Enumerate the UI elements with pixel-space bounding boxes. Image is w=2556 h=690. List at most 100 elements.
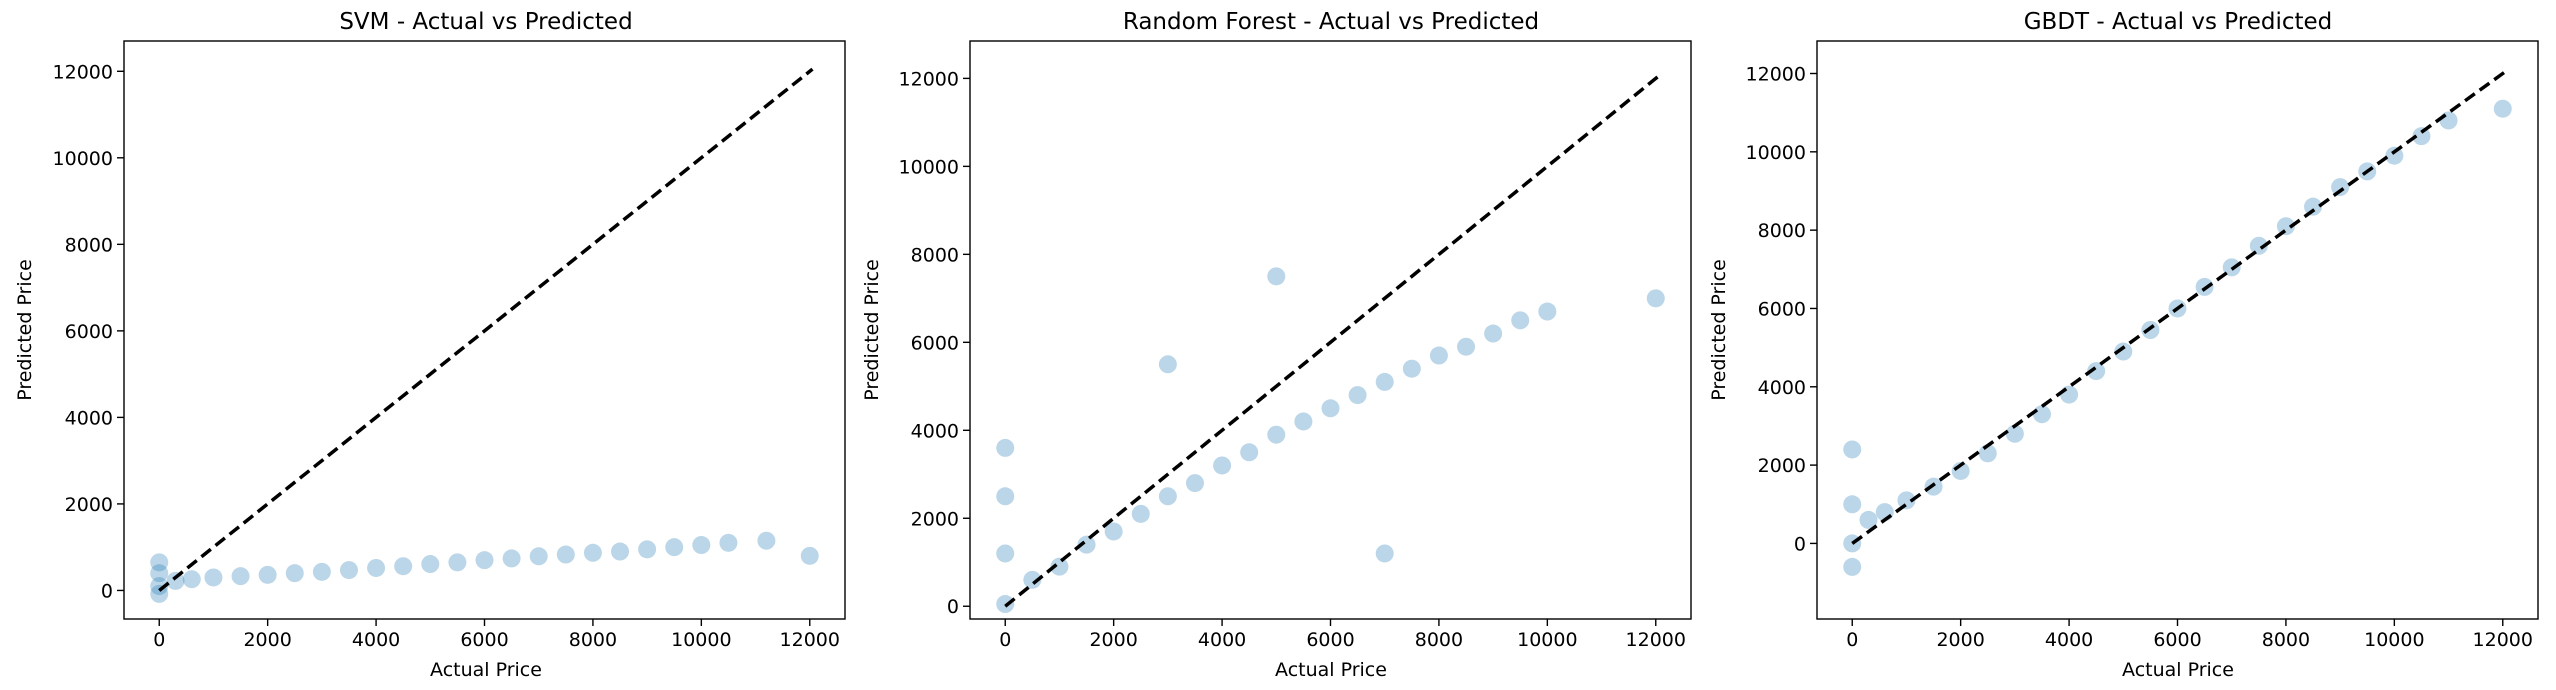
y-tick-label: 6000 — [911, 332, 959, 354]
x-axis-ticks: 0 2000 4000 6000 8000 10000 12000 — [1846, 619, 2533, 651]
data-point — [2412, 127, 2431, 146]
x-tick-label: 12000 — [780, 629, 840, 651]
data-point — [583, 543, 602, 562]
data-point — [1267, 267, 1286, 286]
data-point — [1321, 399, 1340, 418]
data-point — [996, 544, 1015, 563]
x-tick-label: 10000 — [2364, 629, 2424, 651]
x-tick-label: 6000 — [460, 629, 508, 651]
x-tick-label: 6000 — [1306, 629, 1354, 651]
data-point — [1348, 386, 1367, 405]
data-point — [529, 547, 548, 566]
data-point — [1402, 359, 1421, 378]
x-tick-label: 0 — [153, 629, 165, 651]
y-tick-label: 4000 — [1758, 377, 1806, 399]
data-point — [258, 565, 277, 584]
x-tick-label: 8000 — [1415, 629, 1463, 651]
x-tick-label: 2000 — [243, 629, 291, 651]
data-point — [800, 546, 819, 565]
data-point — [611, 542, 630, 561]
data-point — [996, 438, 1015, 457]
data-point — [1131, 504, 1150, 523]
x-tick-label: 4000 — [2045, 629, 2093, 651]
data-point — [1484, 324, 1503, 343]
data-point — [1104, 522, 1123, 541]
y-tick-label: 2000 — [65, 494, 113, 516]
data-point — [231, 567, 250, 586]
data-point — [692, 536, 711, 555]
data-point — [556, 545, 575, 564]
chart-title: SVM - Actual vs Predicted — [339, 9, 632, 35]
x-tick-label: 2000 — [1936, 629, 1984, 651]
data-point — [339, 561, 358, 580]
data-point — [367, 558, 386, 577]
data-point — [638, 540, 657, 559]
data-point — [312, 562, 331, 581]
reference-line — [158, 67, 814, 592]
scatter-points — [150, 531, 819, 603]
x-tick-label: 4000 — [352, 629, 400, 651]
svm-panel: SVM - Actual vs Predicted Actual Price P… — [14, 9, 846, 681]
y-tick-label: 6000 — [65, 321, 113, 343]
data-point — [475, 551, 494, 570]
y-axis-label: Predicted Price — [14, 259, 36, 401]
data-point — [448, 553, 467, 572]
x-axis-label: Actual Price — [2122, 659, 2234, 681]
data-point — [1457, 337, 1476, 356]
y-tick-label: 0 — [101, 580, 113, 602]
x-tick-label: 12000 — [2473, 629, 2533, 651]
data-point — [2493, 99, 2512, 118]
y-axis-label: Predicted Price — [1708, 259, 1730, 401]
data-point — [150, 577, 169, 596]
data-point — [150, 584, 169, 603]
data-point — [150, 553, 169, 572]
data-point — [2005, 424, 2024, 443]
x-tick-label: 10000 — [1517, 629, 1577, 651]
data-point — [1213, 456, 1232, 475]
data-point — [1429, 346, 1448, 365]
y-tick-label: 2000 — [911, 508, 959, 530]
data-point — [1050, 557, 1069, 576]
data-point — [1294, 412, 1313, 431]
data-point — [1843, 557, 1862, 576]
data-point — [757, 531, 776, 550]
data-point — [1158, 355, 1177, 374]
data-point — [182, 570, 201, 589]
x-axis-ticks: 0 2000 4000 6000 8000 10000 12000 — [153, 619, 840, 651]
x-tick-label: 8000 — [2262, 629, 2310, 651]
reference-line — [1851, 68, 2510, 545]
data-point — [1077, 535, 1096, 554]
data-point — [2385, 146, 2404, 165]
y-tick-label: 0 — [947, 596, 959, 618]
y-axis-label: Predicted Price — [861, 259, 883, 401]
y-tick-label: 4000 — [65, 407, 113, 429]
data-point — [665, 538, 684, 557]
data-point — [2304, 197, 2323, 216]
data-point — [719, 533, 738, 552]
scatter-points — [1843, 99, 2512, 576]
data-point — [204, 568, 223, 587]
data-point — [1538, 302, 1557, 321]
y-tick-label: 8000 — [911, 244, 959, 266]
chart-title: GBDT - Actual vs Predicted — [2024, 9, 2333, 35]
data-point — [166, 571, 185, 590]
x-axis-label: Actual Price — [1275, 659, 1387, 681]
y-tick-label: 8000 — [65, 234, 113, 256]
data-point — [1511, 311, 1530, 330]
y-tick-label: 2000 — [1758, 455, 1806, 477]
x-tick-label: 12000 — [1626, 629, 1686, 651]
data-point — [2331, 178, 2350, 197]
y-tick-label: 10000 — [53, 148, 113, 170]
data-point — [1843, 495, 1862, 514]
data-point — [1897, 491, 1916, 510]
data-point — [2249, 236, 2268, 255]
y-tick-label: 12000 — [53, 61, 113, 83]
x-tick-label: 6000 — [2153, 629, 2201, 651]
data-point — [1375, 544, 1394, 563]
chart-title: Random Forest - Actual vs Predicted — [1123, 9, 1539, 35]
data-point — [1843, 440, 1862, 459]
gbdt-panel: GBDT - Actual vs Predicted Actual Price … — [1708, 9, 2539, 681]
reference-line — [1004, 72, 1663, 608]
data-point — [996, 487, 1015, 506]
data-point — [2439, 111, 2458, 130]
